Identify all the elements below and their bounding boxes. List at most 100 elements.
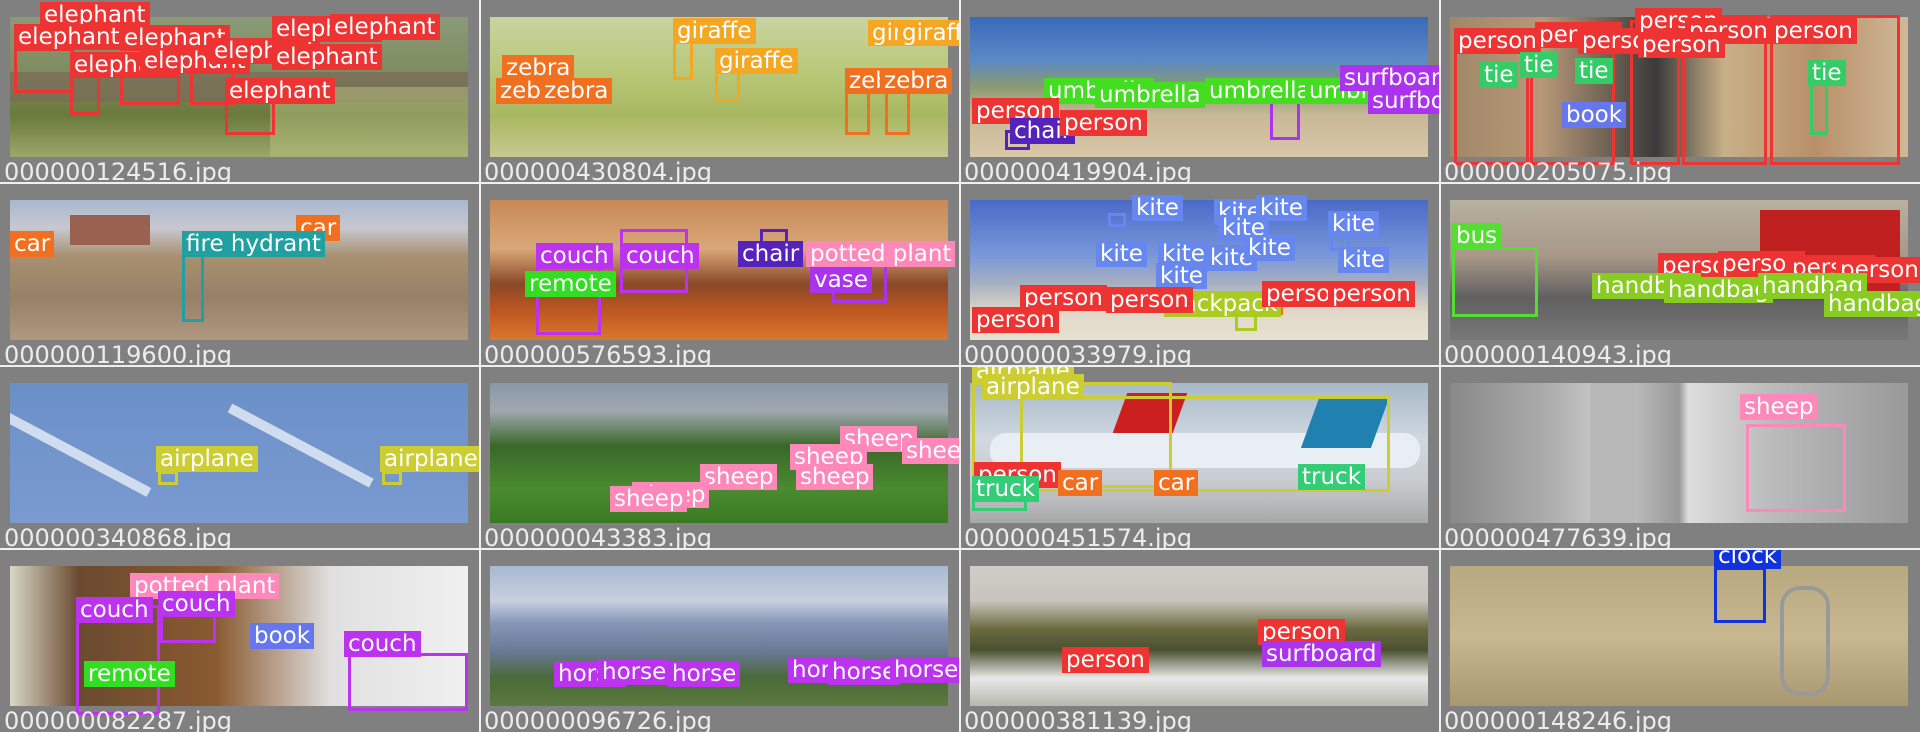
image-filename: 000000381139.jpg bbox=[964, 707, 1192, 732]
detection-label: car bbox=[1154, 470, 1199, 496]
detection-label: potted plant bbox=[806, 241, 956, 267]
detection-label: remote bbox=[84, 661, 175, 687]
grid-separator bbox=[0, 365, 1920, 367]
detection-label: couch bbox=[344, 631, 421, 657]
detection-label: zebra bbox=[502, 55, 575, 81]
detection-label: kite bbox=[1158, 241, 1209, 267]
detection-label: fire hydrant bbox=[182, 231, 325, 257]
detection-label: zebra bbox=[540, 78, 613, 104]
thumbnail[interactable] bbox=[10, 200, 468, 340]
detection-label: book bbox=[250, 623, 315, 649]
bbox bbox=[158, 471, 178, 485]
grid-cell[interactable]: sheep sheep sheep sheep sheep sheep shee… bbox=[480, 366, 960, 549]
grid-cell[interactable]: person person person person person perso… bbox=[1440, 0, 1920, 183]
grid-cell[interactable]: person person surfboard 000000381139.jpg bbox=[960, 549, 1440, 732]
bbox bbox=[673, 40, 693, 80]
thumbnail[interactable] bbox=[1450, 383, 1908, 523]
image-filename: 000000119600.jpg bbox=[4, 341, 232, 366]
detection-label: elephant bbox=[330, 14, 440, 40]
detection-label: couch bbox=[622, 243, 699, 269]
grid-cell[interactable]: horse horse horse horse horse horse 0000… bbox=[480, 549, 960, 732]
image-filename: 000000124516.jpg bbox=[4, 158, 232, 183]
detection-label: tie bbox=[1520, 52, 1558, 78]
bbox bbox=[1108, 213, 1126, 227]
thumbnail[interactable] bbox=[490, 383, 948, 523]
detection-label: couch bbox=[536, 243, 613, 269]
bbox bbox=[1770, 15, 1900, 165]
bbox bbox=[1452, 247, 1538, 317]
detection-label: person bbox=[1020, 285, 1107, 311]
detection-label: surfboard bbox=[1340, 65, 1440, 91]
detection-label: tie bbox=[1808, 60, 1846, 86]
image-filename: 000000043383.jpg bbox=[484, 524, 712, 549]
image-filename: 000000340868.jpg bbox=[4, 524, 232, 549]
detection-label: person bbox=[1454, 28, 1541, 54]
grid-cell[interactable]: car car fire hydrant 000000119600.jpg bbox=[0, 183, 480, 366]
detection-label: giraffe bbox=[673, 18, 756, 44]
grid-cell[interactable]: umbrella umbrella umbrella umbrella surf… bbox=[960, 0, 1440, 183]
grid-cell[interactable]: clock 000000148246.jpg bbox=[1440, 549, 1920, 732]
grid-cell[interactable]: airplane airplane person car car truck t… bbox=[960, 366, 1440, 549]
detection-label: couch bbox=[158, 591, 235, 617]
detection-label: person bbox=[972, 307, 1059, 333]
bbox bbox=[348, 653, 468, 711]
detection-label: potted plant bbox=[130, 573, 280, 599]
grid-cell[interactable]: sheep 000000477639.jpg bbox=[1440, 366, 1920, 549]
detection-label: sheep bbox=[796, 464, 874, 490]
detection-label: remote bbox=[525, 271, 616, 297]
detection-label: umbrella bbox=[1205, 78, 1315, 104]
detection-label: chair bbox=[738, 241, 804, 267]
detection-label: elephant bbox=[225, 78, 335, 104]
image-filename: 000000205075.jpg bbox=[1444, 158, 1672, 183]
thumbnail[interactable] bbox=[970, 566, 1428, 706]
detection-label: person bbox=[1770, 18, 1857, 44]
grid-cell[interactable]: giraffe giraffe giraffe giraffe zebra ze… bbox=[480, 0, 960, 183]
detection-label: airplane bbox=[982, 374, 1084, 400]
detection-label: surfboard bbox=[1368, 88, 1440, 114]
thumbnail[interactable] bbox=[970, 383, 1428, 523]
detection-label: horse bbox=[828, 659, 901, 685]
detection-label: kite bbox=[1132, 195, 1183, 221]
thumbnail[interactable] bbox=[1450, 566, 1908, 706]
grid-cell[interactable]: elephant elephant elephant elephant elep… bbox=[0, 0, 480, 183]
grid-cell[interactable]: airplane airplane 000000340868.jpg bbox=[0, 366, 480, 549]
detection-label: person bbox=[1685, 18, 1772, 44]
detection-label: vase bbox=[810, 267, 872, 293]
bbox bbox=[1020, 396, 1390, 492]
detection-label: sheep bbox=[902, 438, 960, 464]
detection-label: handbag bbox=[1824, 291, 1920, 317]
bbox bbox=[1454, 40, 1529, 165]
detection-label: sheep bbox=[1740, 394, 1818, 420]
detection-label: airplane bbox=[380, 446, 480, 472]
grid-cell[interactable]: couch couch chair potted plant remote va… bbox=[480, 183, 960, 366]
detection-label: truck bbox=[1298, 464, 1366, 490]
image-filename: 000000148246.jpg bbox=[1444, 707, 1672, 732]
detection-label: horse bbox=[890, 657, 960, 683]
detection-label: umbrella bbox=[1095, 82, 1205, 108]
image-filename: 000000096726.jpg bbox=[484, 707, 712, 732]
bbox bbox=[715, 70, 740, 102]
detection-label: kite bbox=[1096, 241, 1147, 267]
image-filename: 000000576593.jpg bbox=[484, 341, 712, 366]
grid-cell[interactable]: bus person person person person handbag … bbox=[1440, 183, 1920, 366]
bbox bbox=[845, 90, 870, 135]
detection-label: horse bbox=[598, 659, 671, 685]
detection-label: kite bbox=[1338, 247, 1389, 273]
detection-label: elephant bbox=[40, 2, 150, 28]
detection-label: person bbox=[1638, 32, 1725, 58]
grid-cell[interactable]: potted plant couch couch couch book remo… bbox=[0, 549, 480, 732]
detection-label: book bbox=[1562, 102, 1627, 128]
grid-cell[interactable]: kite kite kite kite kite kite kite kite … bbox=[960, 183, 1440, 366]
detection-label: couch bbox=[76, 597, 153, 623]
detection-label: tie bbox=[1575, 58, 1613, 84]
detection-label: horse bbox=[668, 661, 741, 687]
detection-label: elephant bbox=[14, 24, 124, 50]
detection-label: person bbox=[1106, 287, 1193, 313]
detection-label: tie bbox=[1480, 62, 1518, 88]
detection-label: car bbox=[10, 231, 55, 257]
detection-label: person bbox=[1062, 647, 1149, 673]
image-filename: 000000419904.jpg bbox=[964, 158, 1192, 183]
bbox bbox=[1746, 424, 1846, 512]
image-filename: 000000082287.jpg bbox=[4, 707, 232, 732]
detection-label: truck bbox=[972, 476, 1040, 502]
